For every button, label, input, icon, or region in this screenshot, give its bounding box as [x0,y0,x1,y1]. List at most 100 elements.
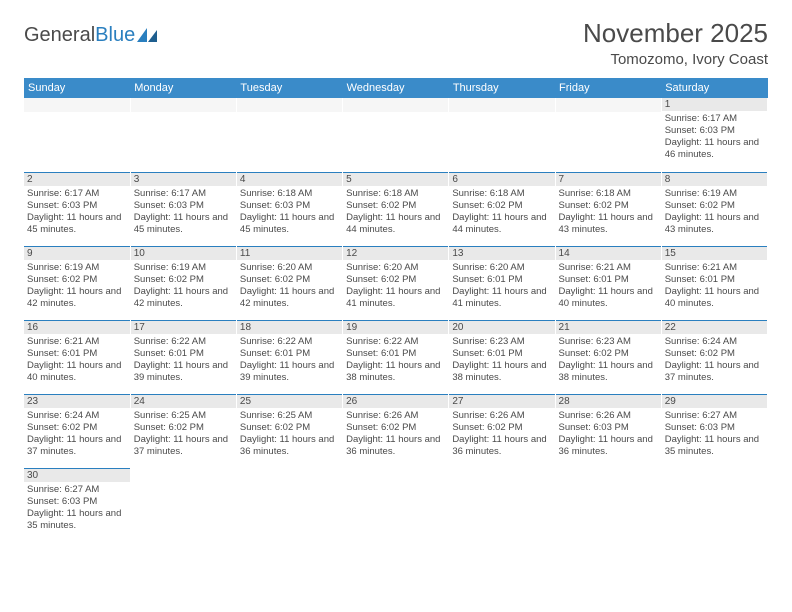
day-details: Sunrise: 6:18 AMSunset: 6:02 PMDaylight:… [556,186,661,240]
sunset-line: Sunset: 6:02 PM [346,200,445,212]
sunset-line: Sunset: 6:02 PM [27,274,127,286]
day-details: Sunrise: 6:24 AMSunset: 6:02 PMDaylight:… [24,408,130,462]
sunrise-line: Sunrise: 6:20 AM [346,262,445,274]
sunset-line: Sunset: 6:02 PM [346,274,445,286]
daylight-line: Daylight: 11 hours and 36 minutes. [452,434,551,458]
day-cell: 6Sunrise: 6:18 AMSunset: 6:02 PMDaylight… [449,172,555,246]
day-header-row: SundayMondayTuesdayWednesdayThursdayFrid… [24,78,768,98]
month-title: November 2025 [583,18,768,49]
week-row: 9Sunrise: 6:19 AMSunset: 6:02 PMDaylight… [24,246,768,320]
sunset-line: Sunset: 6:01 PM [346,348,445,360]
day-number: 9 [24,246,130,260]
day-cell: 11Sunrise: 6:20 AMSunset: 6:02 PMDayligh… [236,246,342,320]
day-header: Tuesday [236,78,342,98]
day-cell: 3Sunrise: 6:17 AMSunset: 6:03 PMDaylight… [130,172,236,246]
sunrise-line: Sunrise: 6:19 AM [134,262,233,274]
sunrise-line: Sunrise: 6:23 AM [559,336,658,348]
daylight-line: Daylight: 11 hours and 38 minutes. [452,360,551,384]
sunset-line: Sunset: 6:02 PM [134,422,233,434]
daylight-line: Daylight: 11 hours and 35 minutes. [27,508,127,532]
empty-daynum [556,98,661,112]
sunrise-line: Sunrise: 6:21 AM [27,336,127,348]
empty-daynum [449,98,554,112]
sunrise-line: Sunrise: 6:18 AM [452,188,551,200]
daylight-line: Daylight: 11 hours and 40 minutes. [559,286,658,310]
sunset-line: Sunset: 6:03 PM [27,200,127,212]
sunset-line: Sunset: 6:02 PM [452,422,551,434]
sunset-line: Sunset: 6:01 PM [559,274,658,286]
day-number: 16 [24,320,130,334]
sunrise-line: Sunrise: 6:26 AM [346,410,445,422]
day-details: Sunrise: 6:20 AMSunset: 6:02 PMDaylight:… [237,260,342,314]
day-cell: 19Sunrise: 6:22 AMSunset: 6:01 PMDayligh… [343,320,449,394]
day-details: Sunrise: 6:17 AMSunset: 6:03 PMDaylight:… [662,111,767,165]
day-number: 20 [449,320,554,334]
day-number: 6 [449,172,554,186]
sunset-line: Sunset: 6:02 PM [134,274,233,286]
day-number: 15 [662,246,767,260]
day-cell: 30Sunrise: 6:27 AMSunset: 6:03 PMDayligh… [24,468,130,542]
sunset-line: Sunset: 6:02 PM [559,348,658,360]
empty-cell [130,468,236,542]
empty-cell [661,468,767,542]
day-number: 14 [556,246,661,260]
day-details: Sunrise: 6:19 AMSunset: 6:02 PMDaylight:… [662,186,767,240]
day-cell: 17Sunrise: 6:22 AMSunset: 6:01 PMDayligh… [130,320,236,394]
sunrise-line: Sunrise: 6:22 AM [134,336,233,348]
day-details: Sunrise: 6:23 AMSunset: 6:02 PMDaylight:… [556,334,661,388]
day-details: Sunrise: 6:19 AMSunset: 6:02 PMDaylight:… [131,260,236,314]
sunset-line: Sunset: 6:02 PM [665,348,764,360]
day-details: Sunrise: 6:18 AMSunset: 6:02 PMDaylight:… [449,186,554,240]
day-number: 19 [343,320,448,334]
title-block: November 2025 Tomozomo, Ivory Coast [583,18,768,68]
empty-daynum [343,98,448,112]
daylight-line: Daylight: 11 hours and 37 minutes. [27,434,127,458]
sunset-line: Sunset: 6:02 PM [240,422,339,434]
day-details: Sunrise: 6:27 AMSunset: 6:03 PMDaylight:… [24,482,130,536]
sunset-line: Sunset: 6:02 PM [240,274,339,286]
week-row: 23Sunrise: 6:24 AMSunset: 6:02 PMDayligh… [24,394,768,468]
day-cell: 25Sunrise: 6:25 AMSunset: 6:02 PMDayligh… [236,394,342,468]
day-number: 10 [131,246,236,260]
daylight-line: Daylight: 11 hours and 45 minutes. [240,212,339,236]
sunset-line: Sunset: 6:03 PM [665,422,764,434]
daylight-line: Daylight: 11 hours and 36 minutes. [240,434,339,458]
day-number: 5 [343,172,448,186]
day-details: Sunrise: 6:20 AMSunset: 6:02 PMDaylight:… [343,260,448,314]
day-details: Sunrise: 6:24 AMSunset: 6:02 PMDaylight:… [662,334,767,388]
daylight-line: Daylight: 11 hours and 39 minutes. [134,360,233,384]
day-cell: 23Sunrise: 6:24 AMSunset: 6:02 PMDayligh… [24,394,130,468]
sunrise-line: Sunrise: 6:18 AM [240,188,339,200]
day-header: Sunday [24,78,130,98]
day-cell: 12Sunrise: 6:20 AMSunset: 6:02 PMDayligh… [343,246,449,320]
day-cell: 10Sunrise: 6:19 AMSunset: 6:02 PMDayligh… [130,246,236,320]
day-number: 17 [131,320,236,334]
day-details: Sunrise: 6:25 AMSunset: 6:02 PMDaylight:… [131,408,236,462]
day-header: Wednesday [343,78,449,98]
sunset-line: Sunset: 6:03 PM [27,496,127,508]
sunrise-line: Sunrise: 6:25 AM [134,410,233,422]
day-number: 28 [556,394,661,408]
empty-cell [343,98,449,172]
day-details: Sunrise: 6:21 AMSunset: 6:01 PMDaylight:… [662,260,767,314]
daylight-line: Daylight: 11 hours and 41 minutes. [346,286,445,310]
sunrise-line: Sunrise: 6:24 AM [665,336,764,348]
day-cell: 26Sunrise: 6:26 AMSunset: 6:02 PMDayligh… [343,394,449,468]
daylight-line: Daylight: 11 hours and 42 minutes. [240,286,339,310]
day-details: Sunrise: 6:21 AMSunset: 6:01 PMDaylight:… [556,260,661,314]
day-cell: 22Sunrise: 6:24 AMSunset: 6:02 PMDayligh… [661,320,767,394]
sunset-line: Sunset: 6:01 PM [452,348,551,360]
page-header: GeneralBlue November 2025 Tomozomo, Ivor… [24,18,768,68]
sunrise-line: Sunrise: 6:17 AM [665,113,764,125]
daylight-line: Daylight: 11 hours and 44 minutes. [452,212,551,236]
day-number: 22 [662,320,767,334]
sunrise-line: Sunrise: 6:17 AM [27,188,127,200]
daylight-line: Daylight: 11 hours and 45 minutes. [134,212,233,236]
day-cell: 21Sunrise: 6:23 AMSunset: 6:02 PMDayligh… [555,320,661,394]
daylight-line: Daylight: 11 hours and 44 minutes. [346,212,445,236]
day-number: 26 [343,394,448,408]
daylight-line: Daylight: 11 hours and 39 minutes. [240,360,339,384]
day-cell: 29Sunrise: 6:27 AMSunset: 6:03 PMDayligh… [661,394,767,468]
daylight-line: Daylight: 11 hours and 37 minutes. [665,360,764,384]
day-number: 23 [24,394,130,408]
